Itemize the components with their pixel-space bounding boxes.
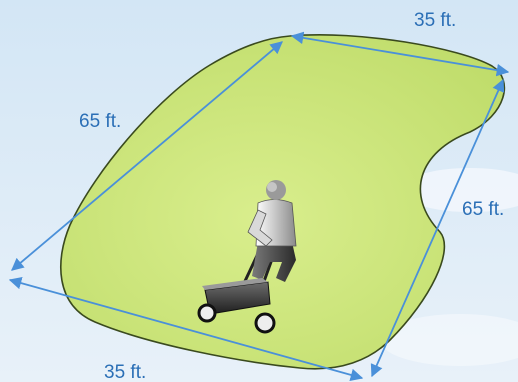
person-arm — [247, 209, 273, 247]
person-torso — [255, 199, 297, 247]
spreader-wheel — [254, 312, 276, 334]
label-right-side: 65 ft. — [462, 199, 504, 220]
dimension-line-left — [11, 41, 283, 271]
spreader-hopper-top — [202, 278, 268, 290]
dimension-line-top — [290, 31, 510, 77]
person-head-highlight — [267, 182, 277, 192]
person-with-spreader — [197, 180, 297, 334]
dimension-line-right — [370, 78, 505, 378]
label-bottom-side: 35 ft. — [104, 362, 146, 382]
spreader-wheel — [197, 303, 217, 323]
person-legs — [252, 242, 296, 282]
dimension-line-bottom — [8, 276, 364, 382]
label-left-side: 65 ft. — [79, 111, 121, 132]
label-top-side: 35 ft. — [414, 10, 456, 31]
